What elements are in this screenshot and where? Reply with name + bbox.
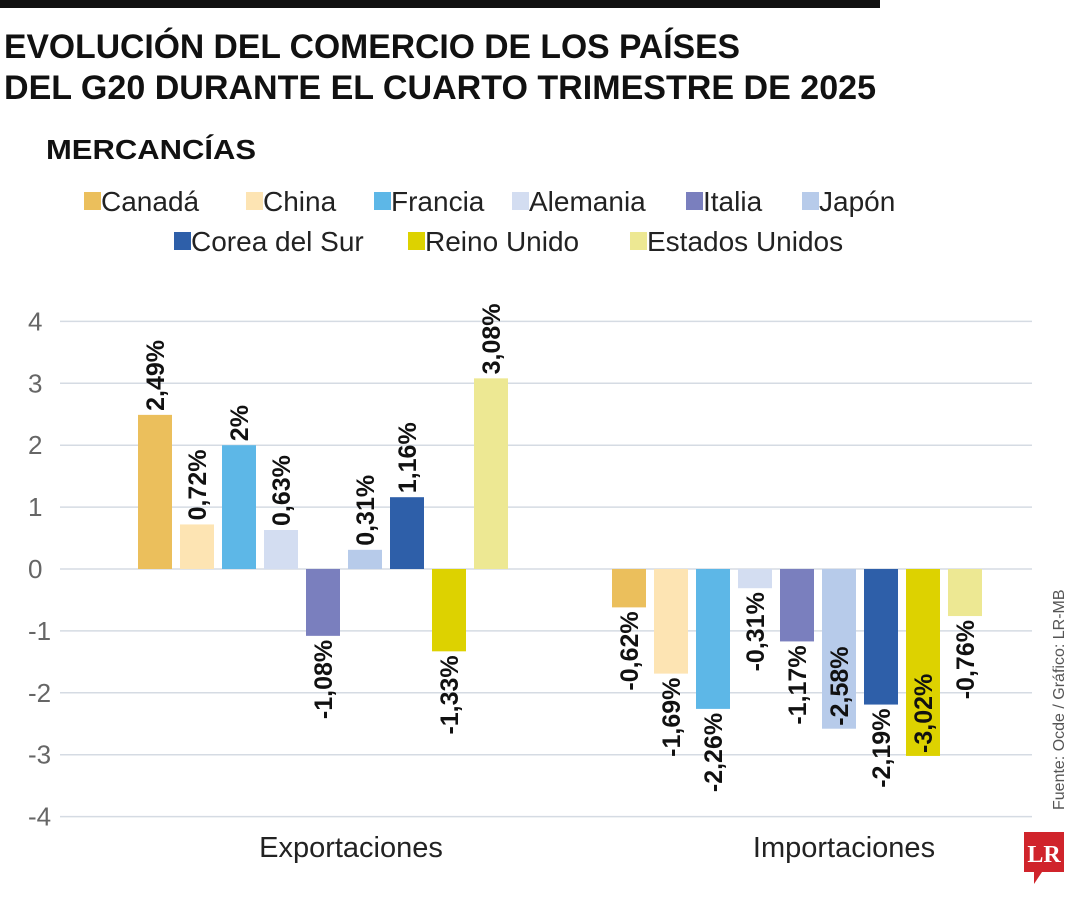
data-label: 0,63% bbox=[268, 455, 296, 526]
data-label: -1,69% bbox=[658, 678, 686, 757]
top-rule bbox=[0, 0, 880, 8]
legend-item: Reino Unido bbox=[408, 226, 579, 257]
data-label: -1,08% bbox=[310, 640, 338, 719]
legend-item: Corea del Sur bbox=[174, 226, 364, 257]
bar-reino-unido-exportaciones bbox=[432, 569, 466, 652]
subtitle: MERCANCÍAS bbox=[46, 134, 256, 165]
legend-label: Reino Unido bbox=[425, 226, 579, 257]
data-labels: 2,49% -0,62% 0,72% -1,69% 2% -2,26% 0,63% -0,31… bbox=[142, 303, 980, 792]
data-label: -2,26% bbox=[700, 713, 728, 792]
legend-label: Corea del Sur bbox=[191, 226, 364, 257]
legend-label: China bbox=[263, 186, 337, 217]
y-tick-label: 3 bbox=[28, 368, 42, 398]
bar-china-exportaciones bbox=[180, 524, 214, 569]
bar-canadá-importaciones bbox=[612, 569, 646, 608]
legend-swatch bbox=[512, 192, 529, 210]
legend-swatch bbox=[84, 192, 101, 210]
y-tick-label: -2 bbox=[28, 678, 51, 708]
bar-italia-importaciones bbox=[780, 569, 814, 642]
legend-item: Estados Unidos bbox=[630, 226, 843, 257]
bar-china-importaciones bbox=[654, 569, 688, 674]
y-tick-label: 0 bbox=[28, 554, 42, 584]
bar-corea-del-sur-exportaciones bbox=[390, 497, 424, 569]
bars bbox=[138, 378, 982, 756]
legend-swatch bbox=[408, 232, 425, 250]
source-note: Fuente: Ocde / Gráfico: LR-MB bbox=[1051, 589, 1068, 810]
y-tick-label: -4 bbox=[28, 802, 51, 832]
bar-alemania-importaciones bbox=[738, 569, 772, 589]
data-label: -0,76% bbox=[952, 620, 980, 699]
data-label: -0,62% bbox=[616, 611, 644, 690]
y-axis-ticks: 4 3 2 1 0 -1 -2 -3 -4 bbox=[28, 306, 51, 831]
bar-canadá-exportaciones bbox=[138, 414, 172, 569]
bar-francia-importaciones bbox=[696, 569, 730, 709]
data-label: -3,02% bbox=[910, 674, 938, 753]
data-label: -1,17% bbox=[784, 645, 812, 724]
lr-logo: LR bbox=[1024, 832, 1064, 884]
data-label: 3,08% bbox=[478, 303, 506, 374]
legend-swatch bbox=[374, 192, 391, 210]
legend-label: Francia bbox=[391, 186, 485, 217]
legend-label: Japón bbox=[819, 186, 895, 217]
data-label: 0,72% bbox=[184, 450, 212, 521]
data-label: 2,49% bbox=[142, 340, 170, 411]
legend-swatch bbox=[802, 192, 819, 210]
y-tick-label: 2 bbox=[28, 430, 42, 460]
legend-swatch bbox=[630, 232, 647, 250]
data-label: -0,31% bbox=[742, 592, 770, 671]
y-tick-label: 1 bbox=[28, 492, 42, 522]
legend-item: Canadá bbox=[84, 186, 200, 217]
title-line-1: EVOLUCIÓN DEL COMERCIO DE LOS PAÍSES bbox=[4, 28, 740, 66]
legend-item: Alemania bbox=[512, 186, 646, 217]
legend-swatch bbox=[174, 232, 191, 250]
bar-estados-unidos-importaciones bbox=[948, 569, 982, 617]
bar-alemania-exportaciones bbox=[264, 530, 298, 569]
bar-reino-unido-importaciones bbox=[906, 569, 940, 756]
legend-swatch bbox=[246, 192, 263, 210]
legend-item: Italia bbox=[686, 186, 763, 217]
data-label: 2% bbox=[226, 405, 254, 441]
y-tick-label: 4 bbox=[28, 306, 42, 336]
legend-label: Italia bbox=[703, 186, 763, 217]
category-label-importaciones: Importaciones bbox=[753, 832, 935, 864]
title-line-2: DEL G20 DURANTE EL CUARTO TRIMESTRE DE 2… bbox=[4, 69, 876, 107]
y-tick-label: -3 bbox=[28, 740, 51, 770]
data-label: 1,16% bbox=[394, 422, 422, 493]
legend-item: China bbox=[246, 186, 337, 217]
legend-item: Francia bbox=[374, 186, 485, 217]
bar-italia-exportaciones bbox=[306, 569, 340, 636]
lr-logo-text: LR bbox=[1027, 842, 1061, 868]
bar-corea-del-sur-importaciones bbox=[864, 569, 898, 705]
data-label: 0,31% bbox=[352, 475, 380, 546]
bar-francia-exportaciones bbox=[222, 445, 256, 569]
data-label: -2,58% bbox=[826, 646, 854, 725]
bar-estados-unidos-exportaciones bbox=[474, 378, 508, 569]
bar-japón-exportaciones bbox=[348, 549, 382, 569]
bar-japón-importaciones bbox=[822, 569, 856, 729]
y-tick-label: -1 bbox=[28, 616, 51, 646]
legend-label: Estados Unidos bbox=[647, 226, 843, 257]
data-label: -2,19% bbox=[868, 709, 896, 788]
legend-swatch bbox=[686, 192, 703, 210]
data-label: -1,33% bbox=[436, 655, 464, 734]
legend: Canadá China Francia Alemania Italia Japón Cor… bbox=[84, 186, 895, 257]
legend-label: Alemania bbox=[529, 186, 646, 217]
legend-item: Japón bbox=[802, 186, 895, 217]
legend-label: Canadá bbox=[101, 186, 200, 217]
category-label-exportaciones: Exportaciones bbox=[259, 832, 443, 864]
